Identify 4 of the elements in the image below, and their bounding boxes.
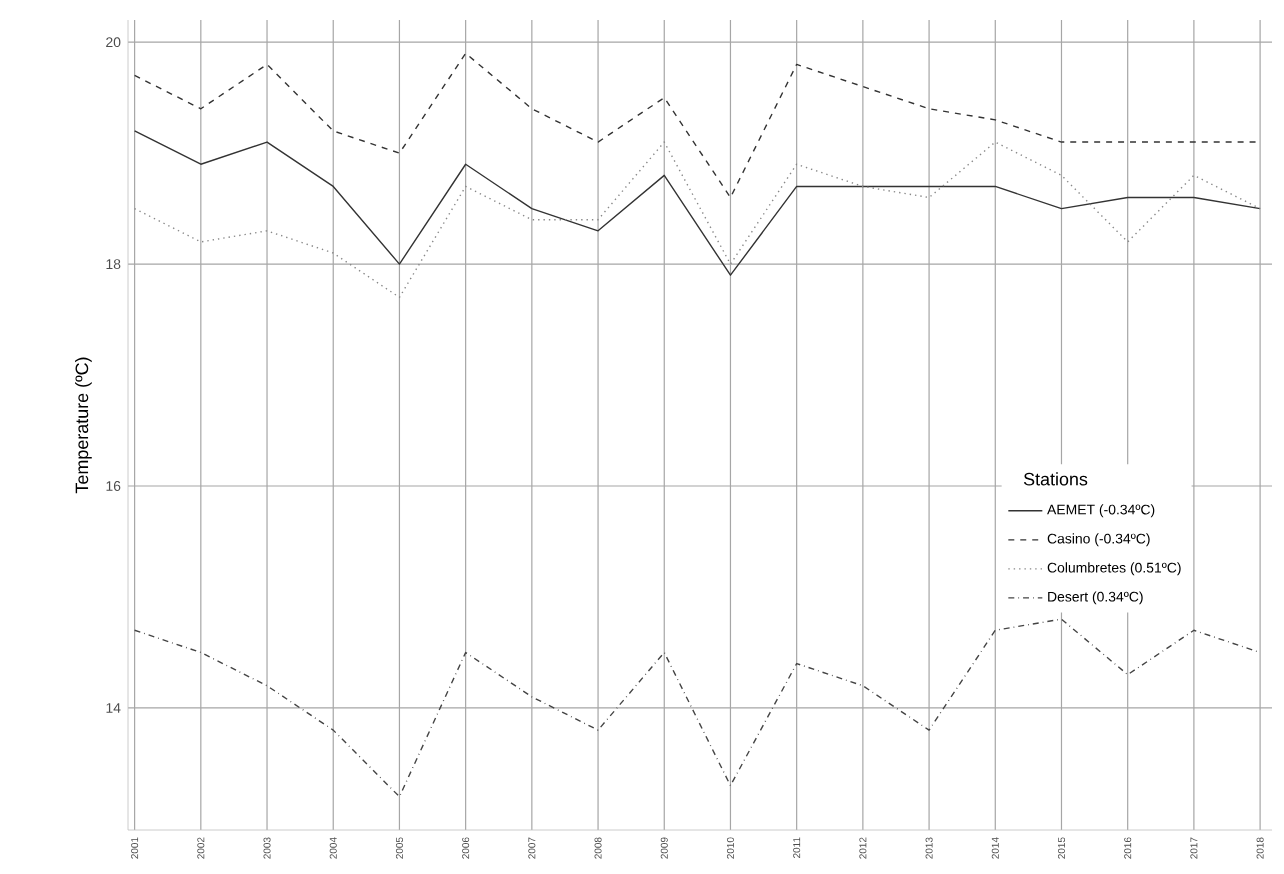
legend-title: Stations [1023,472,1088,486]
line-series [133,618,1261,798]
line-series [133,141,1261,299]
y-axis-title: Temperature (ºC) [75,357,92,494]
